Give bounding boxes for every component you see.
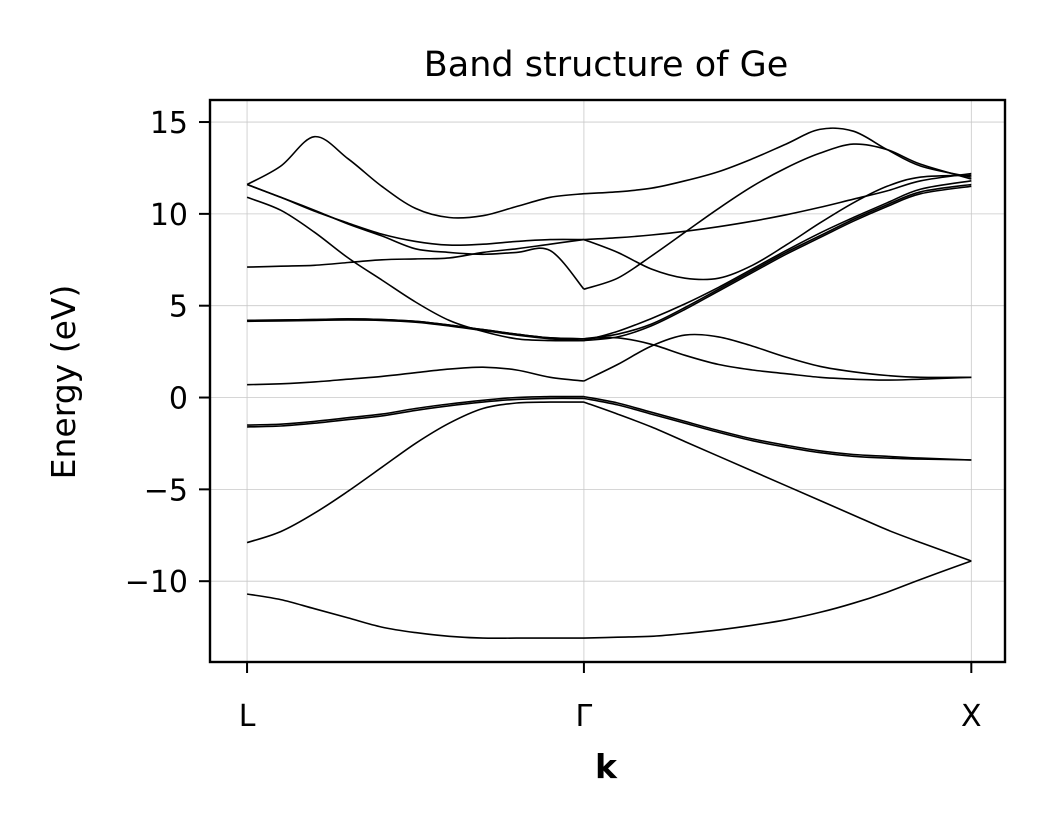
band-lines xyxy=(246,127,972,640)
y-tick-label: 0 xyxy=(169,382,188,417)
chart-title: Band structure of Ge xyxy=(424,45,788,85)
band-line xyxy=(247,185,972,342)
plot-frame xyxy=(208,98,1007,664)
y-ticks: 15 10 5 0 −5 −10 xyxy=(125,106,210,600)
y-tick-label: 5 xyxy=(169,290,188,325)
x-tick-label: Γ xyxy=(576,699,593,734)
band-line xyxy=(246,560,972,640)
x-axis-label: k xyxy=(595,747,618,786)
band-line xyxy=(247,174,972,281)
band-line xyxy=(247,333,972,386)
band-line xyxy=(246,401,972,562)
band-line xyxy=(247,395,972,461)
y-tick-label: −10 xyxy=(125,565,188,600)
x-tick-label: L xyxy=(239,699,256,734)
x-tick-label: X xyxy=(961,699,982,734)
y-tick-label: 15 xyxy=(150,106,188,141)
y-tick-label: −5 xyxy=(144,473,188,508)
y-tick-label: 10 xyxy=(150,198,188,233)
y-axis-label: Energy (eV) xyxy=(44,285,83,480)
band-line xyxy=(247,183,972,340)
band-line xyxy=(246,180,972,342)
band-line xyxy=(247,318,972,381)
band-line xyxy=(246,172,972,247)
band-line xyxy=(247,397,972,461)
band-line xyxy=(246,127,972,219)
